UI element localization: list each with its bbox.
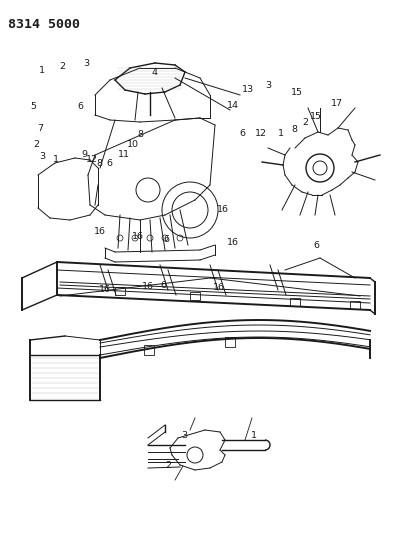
Text: 7: 7 (37, 125, 43, 133)
Text: 6: 6 (314, 241, 320, 249)
Text: 5: 5 (30, 102, 36, 111)
Text: 1: 1 (39, 66, 45, 75)
Text: 2: 2 (33, 141, 39, 149)
Text: 16: 16 (99, 285, 111, 294)
Bar (115, 287, 125, 295)
Text: 1: 1 (251, 431, 257, 440)
Text: 2: 2 (59, 62, 65, 71)
Text: 6: 6 (106, 159, 112, 167)
Text: 3: 3 (39, 152, 45, 161)
Text: 10: 10 (127, 141, 139, 149)
Text: 3: 3 (181, 431, 188, 440)
Text: 6: 6 (164, 236, 169, 244)
Bar (225, 337, 235, 346)
Text: 2: 2 (303, 118, 308, 127)
Text: 16: 16 (217, 205, 229, 214)
Text: 1: 1 (53, 156, 59, 164)
Text: 16: 16 (93, 227, 105, 236)
Text: 8314 5000: 8314 5000 (8, 18, 80, 31)
Text: 15: 15 (291, 88, 303, 97)
Text: 6: 6 (77, 102, 83, 111)
Text: 8: 8 (292, 125, 298, 134)
Text: 11: 11 (118, 150, 130, 159)
Text: 6: 6 (240, 129, 245, 138)
Text: 6: 6 (160, 281, 166, 289)
Text: 16: 16 (227, 238, 239, 247)
Bar (190, 292, 200, 300)
Text: 8: 8 (138, 130, 143, 139)
Text: 12: 12 (255, 129, 267, 138)
Text: 17: 17 (331, 99, 343, 108)
Text: 12: 12 (85, 156, 97, 164)
Text: 16: 16 (213, 284, 225, 292)
Bar (144, 344, 154, 354)
Text: 9: 9 (81, 150, 87, 158)
Bar (290, 297, 300, 305)
Text: 4: 4 (152, 68, 157, 77)
Text: 8: 8 (97, 159, 102, 167)
Text: 16: 16 (142, 282, 154, 291)
Text: 3: 3 (83, 60, 89, 68)
Text: 15: 15 (310, 112, 322, 120)
Bar (350, 301, 360, 309)
Text: 1: 1 (278, 129, 284, 138)
Text: 2: 2 (166, 462, 171, 470)
Text: 3: 3 (265, 81, 271, 90)
Text: 14: 14 (227, 101, 239, 110)
Text: 16: 16 (132, 232, 144, 241)
Text: 13: 13 (242, 85, 254, 93)
